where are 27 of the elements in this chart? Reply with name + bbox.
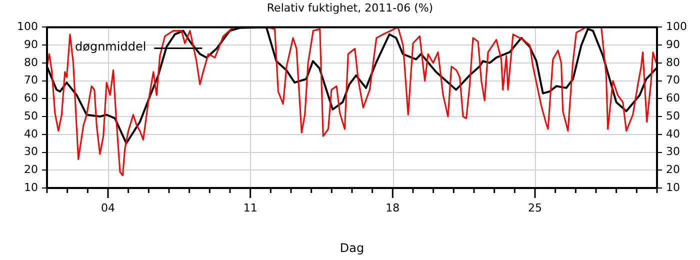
y-tick-label: 70 <box>24 74 38 87</box>
y2-tick-label: 20 <box>666 162 680 176</box>
y2-tick-label: 10 <box>666 180 680 194</box>
y2-tick-label: 30 <box>666 145 680 158</box>
y-tick-label: 90 <box>24 38 38 51</box>
x-tick-label: 18 <box>386 201 400 214</box>
y2-tick-label: 50 <box>666 109 680 122</box>
y-tick-label: 50 <box>24 109 38 122</box>
y-tick-label: 20 <box>24 162 38 176</box>
y-tick-label: 80 <box>24 56 38 69</box>
legend-label: døgnmiddel <box>75 39 146 54</box>
y-tick-label: 10 <box>24 180 38 194</box>
x-tick-label: 25 <box>528 201 542 214</box>
y2-tick-label: 60 <box>666 92 680 105</box>
y2-tick-label: 90 <box>666 38 680 51</box>
y2-tick-label: 100 <box>666 20 687 34</box>
y-tick-label: 100 <box>17 20 38 34</box>
y-tick-label: 60 <box>24 92 38 105</box>
x-axis-title: Dag <box>340 240 364 255</box>
chart-title: Relativ fuktighet, 2011-06 (%) <box>266 1 434 14</box>
y2-tick-label: 40 <box>666 127 680 140</box>
y-tick-label: 30 <box>24 145 38 158</box>
y2-tick-label: 70 <box>666 74 680 87</box>
y2-tick-label: 80 <box>666 56 680 69</box>
x-tick-label: 11 <box>243 201 258 214</box>
y-tick-label: 40 <box>24 127 38 140</box>
x-tick-label: 04 <box>101 201 115 214</box>
